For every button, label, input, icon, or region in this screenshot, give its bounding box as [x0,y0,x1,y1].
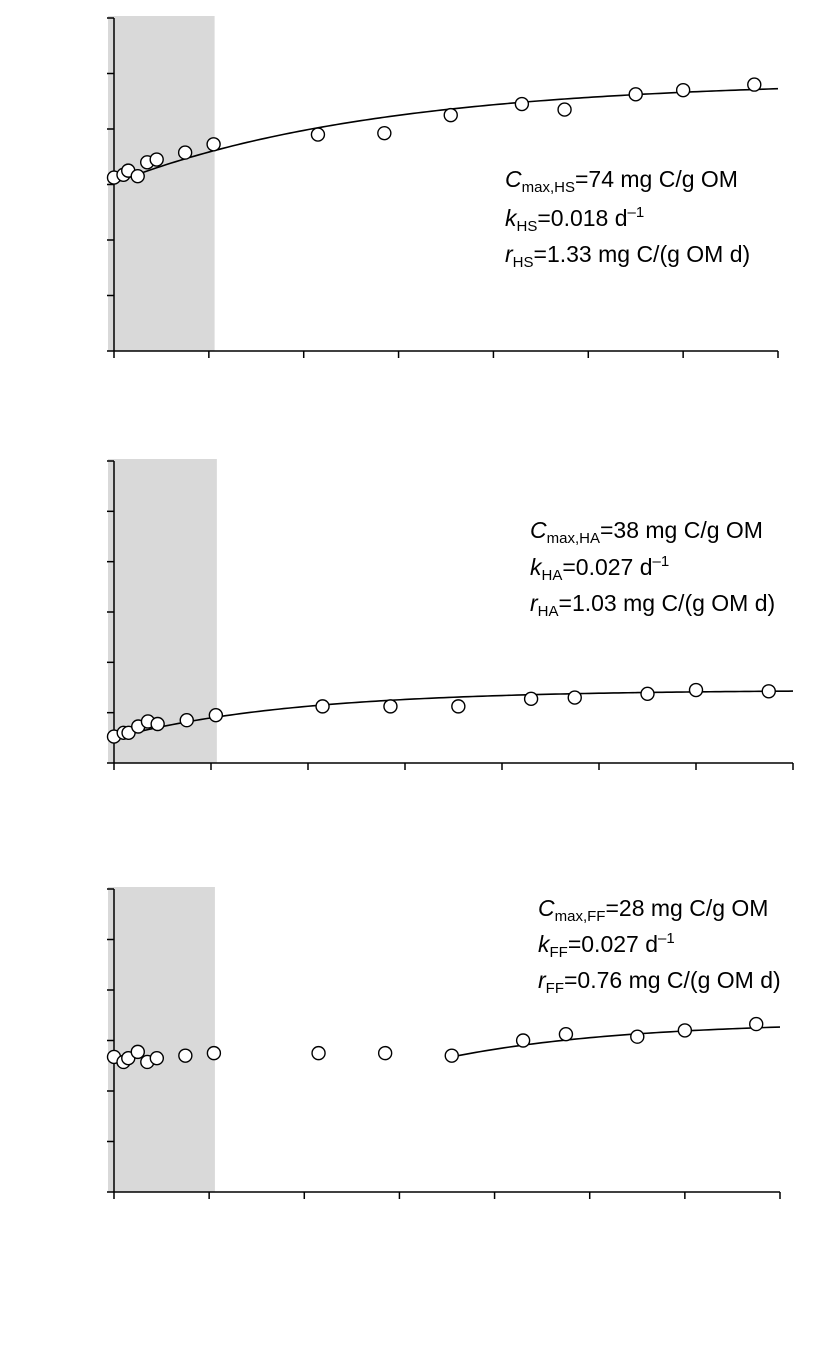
data-point [514,96,530,112]
annotation-line1: Cmax,HA=38 mg C/g OM [530,517,763,547]
annotation-line1: Cmax,FF=28 mg C/g OM [538,895,768,925]
data-point [149,1050,165,1066]
data-point [310,127,326,142]
data-point [747,77,762,92]
fit-curve [451,1026,781,1058]
annotation-line2: kHS=0.018 d–1 [505,204,644,235]
data-point [515,1033,531,1048]
annotation-line2: kFF=0.027 d–1 [538,930,675,961]
annotation-superscript: –1 [628,204,645,221]
data-point [149,152,164,167]
annotation-symbol: r [530,590,539,616]
annotation-subscript: HA [538,603,559,620]
data-point [749,1016,764,1032]
data-point [640,686,655,701]
annotation-subscript: max,FF [555,908,606,925]
annotation-symbol: C [538,895,555,921]
shaded-region [108,16,215,351]
annotation-line3: rHS=1.33 mg C/(g OM d) [505,241,750,271]
annotation-value: =74 mg C/g OM [575,166,738,192]
annotation-symbol: C [505,166,522,192]
data-point [443,107,458,123]
data-point [130,1044,145,1060]
annotation-superscript: –1 [653,553,670,570]
data-point [677,1023,693,1038]
fit-curve [113,87,779,184]
annotation-value: =38 mg C/g OM [600,517,763,543]
annotation-symbol: k [538,931,551,957]
annotation-symbol: r [538,967,547,993]
shaded-region [108,459,217,763]
data-point [557,102,572,117]
data-point [177,145,193,160]
data-point [444,1048,459,1063]
data-point [315,699,330,714]
data-point [630,1029,645,1044]
data-point [628,87,643,102]
annotation-subscript: FF [550,944,568,961]
data-point [206,1045,222,1061]
annotation-value: =0.018 d [537,205,627,231]
annotation-symbol: C [530,517,547,543]
data-point [208,707,224,723]
annotation-line1: Cmax,HS=74 mg C/g OM [505,166,738,196]
annotation-symbol: k [505,205,518,231]
annotation-subscript: HS [517,218,538,235]
annotation-subscript: HA [542,567,563,584]
annotation-value: =28 mg C/g OM [605,895,768,921]
data-point [179,713,194,728]
annotation-line2: kHA=0.027 d–1 [530,553,669,584]
data-point [178,1048,193,1063]
annotation-value: =0.027 d [568,931,658,957]
annotation-superscript: –1 [658,930,675,947]
annotation-value: =1.03 mg C/(g OM d) [559,590,776,616]
annotation-symbol: k [530,554,543,580]
annotation-subscript: max,HS [522,179,575,196]
annotation-line3: rHA=1.03 mg C/(g OM d) [530,590,775,620]
annotation-subscript: max,HA [547,530,600,547]
annotation-value: =1.33 mg C/(g OM d) [534,241,751,267]
data-point [377,125,392,141]
data-point [150,716,165,732]
data-point [451,699,466,714]
data-point [130,168,145,184]
data-point [761,684,776,699]
data-point [377,1045,393,1061]
data-point [383,699,398,714]
data-point [567,690,582,705]
shaded-region [108,887,215,1192]
data-point [206,137,221,152]
annotation-line3: rFF=0.76 mg C/(g OM d) [538,967,781,997]
data-point [688,682,704,698]
annotation-symbol: r [505,241,514,267]
annotation-value: =0.76 mg C/(g OM d) [564,967,781,993]
annotation-subscript: HS [513,254,534,271]
data-point [523,691,539,707]
annotation-subscript: FF [546,980,564,997]
data-point [311,1045,326,1061]
annotation-value: =0.027 d [562,554,652,580]
data-point [675,82,691,98]
data-point [558,1026,574,1042]
fit-curve [113,690,794,739]
